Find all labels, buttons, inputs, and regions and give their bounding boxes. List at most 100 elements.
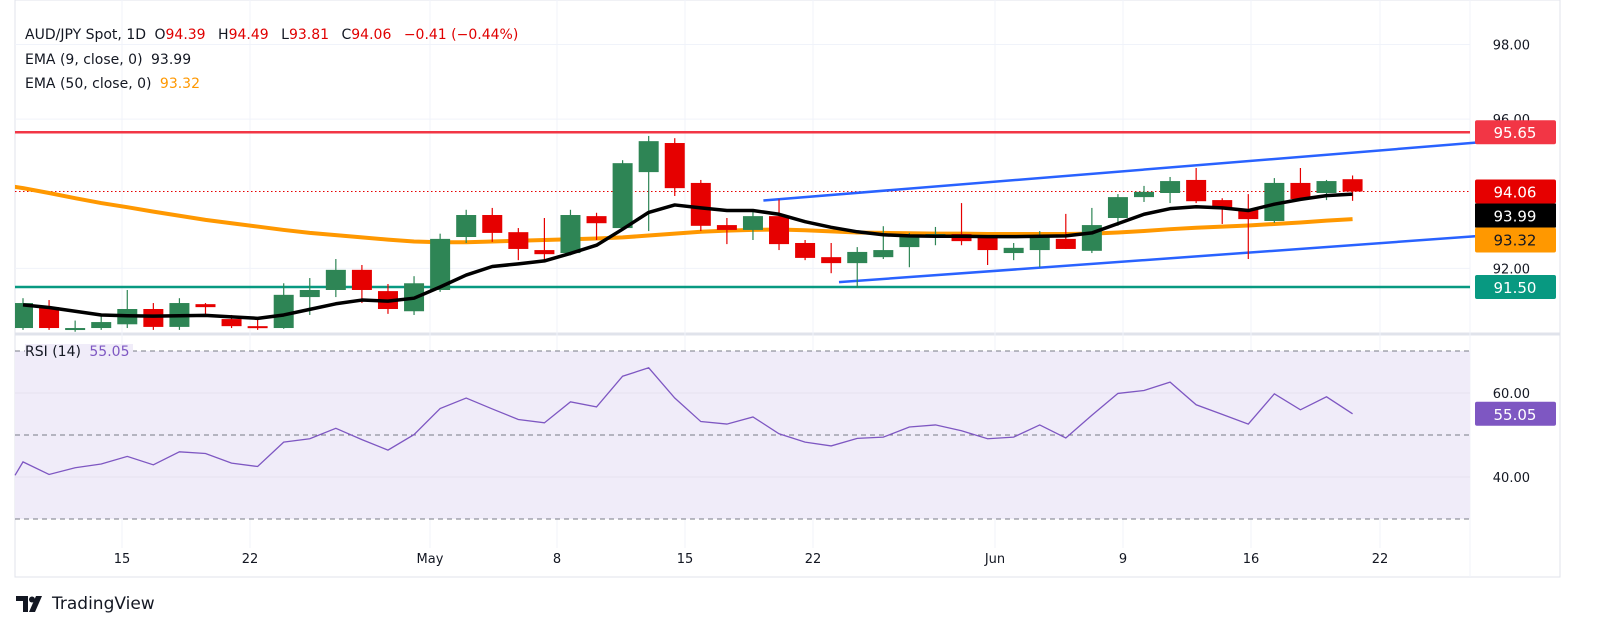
bullish-candle <box>612 163 633 229</box>
bearish-candle <box>1055 238 1076 249</box>
time-axis-label: 22 <box>805 552 822 567</box>
bullish-candle <box>15 303 33 329</box>
bullish-candle <box>1264 182 1285 221</box>
channel-upper-trendline <box>763 141 1481 202</box>
bearish-candle <box>508 232 529 249</box>
channel-lower-trendline <box>838 234 1481 284</box>
support-level-badge-label: 91.50 <box>1494 279 1537 297</box>
resistance-level-badge-label: 95.65 <box>1494 124 1537 142</box>
time-axis-label: 15 <box>114 552 131 567</box>
resistance-level-badge <box>1475 120 1556 145</box>
open-value: 94.39 <box>165 27 206 43</box>
bullish-candle <box>325 269 346 290</box>
rsi-line <box>14 367 1353 476</box>
bearish-candle <box>351 269 372 290</box>
ema9-value: 93.99 <box>151 52 192 68</box>
price-axis-label: 98.00 <box>1493 39 1530 54</box>
bearish-candle <box>195 304 216 308</box>
bullish-candle <box>430 238 451 290</box>
symbol-title: AUD/JPY Spot, 1D <box>25 27 147 43</box>
bullish-candle <box>638 141 659 173</box>
rsi-band-background <box>15 351 1470 519</box>
ema9-badge-label: 93.99 <box>1494 208 1537 226</box>
bearish-candle <box>664 143 685 189</box>
bearish-candle <box>716 225 737 230</box>
bearish-candle <box>1290 182 1311 199</box>
bearish-candle <box>769 216 790 245</box>
low-label: L <box>281 27 289 43</box>
bullish-candle <box>1107 197 1128 218</box>
bullish-candle <box>847 251 868 264</box>
ema50-line <box>15 184 1353 245</box>
bearish-candle <box>821 257 842 264</box>
bearish-candle <box>795 242 816 258</box>
tradingview-logo[interactable]: TradingView <box>16 594 155 614</box>
time-axis-label: 16 <box>1243 552 1260 567</box>
last-price-badge-label: 94.06 <box>1494 184 1537 202</box>
bearish-candle <box>39 307 60 329</box>
bullish-candle <box>1134 191 1155 198</box>
chart-frame <box>14 0 1561 578</box>
bullish-candle <box>1003 247 1024 254</box>
ema50-label: EMA (50, close, 0) <box>25 76 152 92</box>
bullish-candle <box>873 250 894 258</box>
bullish-candle <box>1029 235 1050 251</box>
bullish-candle <box>742 216 763 230</box>
bullish-candle <box>299 289 320 298</box>
ohlc-close: C94.06 <box>341 27 395 43</box>
bearish-candle <box>143 309 164 327</box>
ohlc-high: H94.49 <box>218 27 273 43</box>
bearish-candle <box>690 182 711 226</box>
rsi-legend: RSI (14) 55.05 <box>25 344 134 360</box>
close-label: C <box>341 27 352 43</box>
bullish-candle <box>65 328 86 331</box>
rsi-label: RSI (14) <box>25 344 81 360</box>
rsi-value: 55.05 <box>89 344 130 360</box>
bullish-candle <box>456 215 477 238</box>
close-value: 94.06 <box>351 27 392 43</box>
time-axis-label: Jun <box>984 552 1005 567</box>
rsi-axis-label: 40.00 <box>1493 471 1530 486</box>
ema9-label: EMA (9, close, 0) <box>25 52 143 68</box>
time-axis-label: 8 <box>553 552 561 567</box>
ohlc-low: L93.81 <box>281 27 333 43</box>
bearish-candle <box>586 216 607 224</box>
ema50-badge-label: 93.32 <box>1494 232 1537 250</box>
ema50-value: 93.32 <box>159 76 201 92</box>
tradingview-logo-icon <box>16 596 42 612</box>
bearish-candle <box>482 215 503 233</box>
bullish-candle <box>91 322 112 329</box>
symbol-legend: AUD/JPY Spot, 1D O94.39 H94.49 L93.81 C9… <box>25 27 522 43</box>
price-axis-label: 92.00 <box>1493 262 1530 277</box>
bearish-candle <box>1212 200 1233 210</box>
rsi-value-badge-label: 55.05 <box>1494 406 1537 424</box>
bearish-candle <box>221 319 242 327</box>
last-price-badge <box>1475 179 1556 204</box>
bullish-candle <box>1316 181 1337 194</box>
ema9-badge <box>1475 203 1556 228</box>
ema9-line <box>22 192 1353 321</box>
time-axis-label: 22 <box>1372 552 1389 567</box>
low-value: 93.81 <box>288 27 330 43</box>
ema50-legend: EMA (50, close, 0) 93.32 <box>25 76 204 92</box>
time-axis-label: May <box>417 552 444 567</box>
rsi-value-badge <box>1475 401 1556 426</box>
bearish-candle <box>1186 179 1207 202</box>
time-axis-label: 22 <box>242 552 259 567</box>
bearish-candle <box>1238 209 1259 220</box>
change-value: −0.41 (−0.44%) <box>403 27 519 43</box>
high-value: 94.49 <box>228 27 269 43</box>
ema50-badge <box>1475 227 1556 253</box>
bearish-candle <box>1342 179 1363 192</box>
rsi-axis-label: 60.00 <box>1493 387 1530 402</box>
support-level-badge <box>1475 275 1556 299</box>
bullish-candle <box>899 237 920 248</box>
ema9-legend: EMA (9, close, 0) 93.99 <box>25 52 195 68</box>
time-axis-label: 9 <box>1119 552 1127 567</box>
bullish-candle <box>560 215 581 254</box>
bullish-candle <box>273 294 294 329</box>
ohlc-open: O94.39 <box>154 27 209 43</box>
bullish-candle <box>1160 181 1181 194</box>
time-axis-label: 15 <box>677 552 694 567</box>
